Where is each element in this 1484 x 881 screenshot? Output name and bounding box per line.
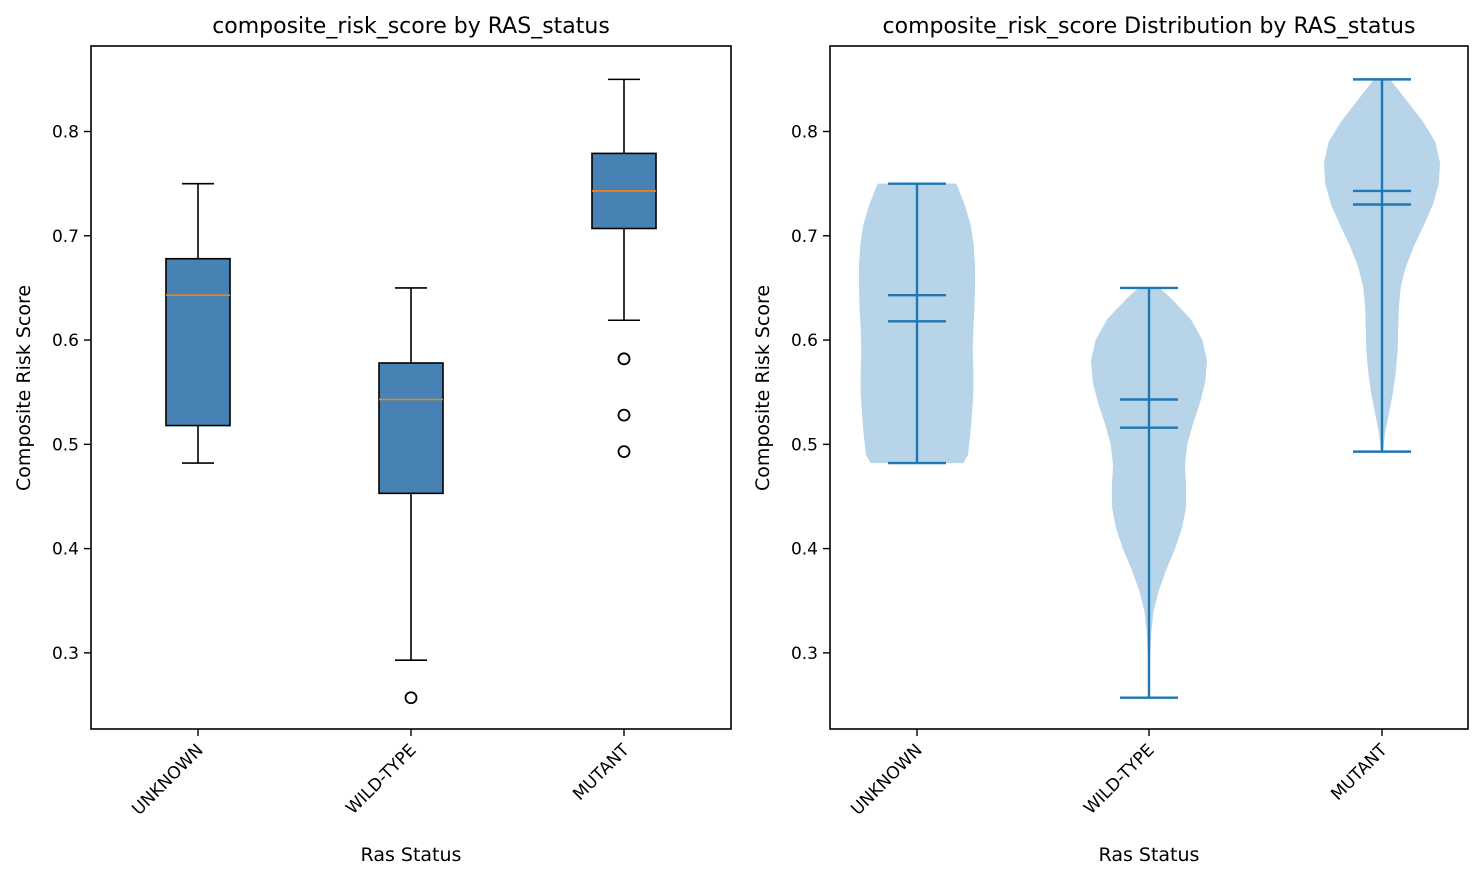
box-body [378,362,444,495]
outlier-point [617,352,631,366]
x-tick-label: WILD-TYPE [1080,740,1158,818]
chart-title: composite_risk_score Distribution by RAS… [883,14,1416,39]
violin-panel: composite_risk_score Distribution by RAS… [752,14,1469,866]
y-tick-label: 0.3 [791,644,818,664]
violin-mutant [1324,78,1440,453]
violin-unknown [859,182,975,465]
box-unknown [165,182,231,464]
y-tick-label: 0.4 [791,540,818,560]
box-wild-type [378,287,444,705]
violin-wild-type [1091,286,1207,699]
y-tick-label: 0.5 [791,435,818,455]
plot-frame [90,45,732,730]
y-tick-label: 0.6 [52,331,79,351]
y-tick-label: 0.3 [52,644,79,664]
tick-group: 0.3 0.4 0.5 0.6 0.7 0.8 UNKNOWN WILD-TYPE MUTANT [52,123,634,820]
boxplot-panel: composite_risk_score by RAS_status Compo… [13,14,732,866]
x-axis-label: Ras Status [361,844,462,866]
outlier-point [404,691,418,705]
plot-frame [829,45,1469,730]
outlier-point [617,445,631,459]
box-mutant [591,78,657,459]
y-tick-label: 0.8 [52,123,79,143]
x-axis-label: Ras Status [1099,844,1200,866]
y-tick-label: 0.7 [52,227,79,247]
y-tick-label: 0.6 [791,331,818,351]
outlier-point [617,408,631,422]
box-body [165,257,231,427]
y-tick-label: 0.7 [791,227,818,247]
boxes-group [165,78,657,705]
x-tick-label: MUTANT [569,740,634,805]
y-tick-label: 0.5 [52,435,79,455]
violins-group [859,78,1440,699]
y-axis-label: Composite Risk Score [13,285,35,491]
x-tick-label: MUTANT [1327,740,1392,805]
x-tick-label: WILD-TYPE [342,740,420,818]
chart-title: composite_risk_score by RAS_status [212,14,610,39]
x-tick-label: UNKNOWN [847,740,926,819]
y-tick-label: 0.4 [52,540,79,560]
y-axis-label: Composite Risk Score [752,285,774,491]
y-tick-label: 0.8 [791,123,818,143]
x-tick-label: UNKNOWN [128,740,207,819]
